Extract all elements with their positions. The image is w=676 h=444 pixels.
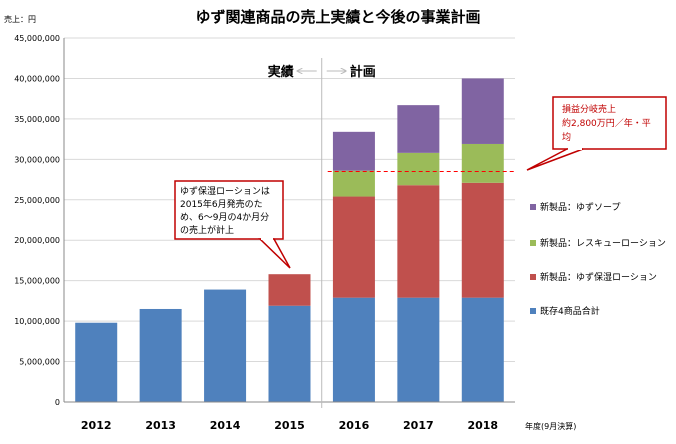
y-tick-label: 15,000,000 xyxy=(14,277,60,286)
bar-2018-series-1 xyxy=(461,182,504,298)
chart-title: ゆず関連商品の売上実績と今後の事業計画 xyxy=(195,8,480,26)
annotation-2015-line-1: ゆず保湿ローションは xyxy=(180,185,270,197)
annotation-2015-line-2: 2015年6月発売のた xyxy=(180,198,263,210)
bar-2016-series-0 xyxy=(332,297,375,402)
bar-2016-series-1 xyxy=(332,196,375,298)
bar-2018-series-0 xyxy=(461,297,504,402)
x-tick-labels: 2012 2013 2014 2015 2016 2017 2018 xyxy=(81,419,498,432)
annotation-2015-line-4: の売上が計上 xyxy=(180,224,234,236)
bar-2015-series-0 xyxy=(268,305,311,402)
legend-swatch-1 xyxy=(530,274,536,280)
y-tick-label: 5,000,000 xyxy=(19,358,60,367)
legend-swatch-2 xyxy=(530,240,536,246)
x-tick-label: 2018 xyxy=(467,419,498,432)
bar-2018-series-2 xyxy=(461,143,504,183)
bar-2013-series-0 xyxy=(139,308,182,402)
annotation-2015-callout: ゆず保湿ローションは 2015年6月発売のた め、6～9月の4か月分 の売上が計… xyxy=(174,180,291,269)
bar-2016-series-2 xyxy=(332,170,375,197)
breakeven-callout: 損益分岐売上 約2,800万円／年・平 均 xyxy=(526,96,667,171)
breakeven-label-line-2: 約2,800万円／年・平 xyxy=(562,117,651,129)
bar-2015-series-1 xyxy=(268,274,311,306)
bar-2017-series-2 xyxy=(397,152,440,186)
bar-2017-series-0 xyxy=(397,297,440,402)
x-tick-label: 2016 xyxy=(339,419,370,432)
x-tick-label: 2017 xyxy=(403,419,434,432)
y-tick-label: 30,000,000 xyxy=(14,155,60,164)
x-tick-label: 2013 xyxy=(145,419,176,432)
bar-2017-series-1 xyxy=(397,185,440,298)
breakeven-label-line-1: 損益分岐売上 xyxy=(562,103,616,115)
legend-swatch-0 xyxy=(530,308,536,314)
bar-2016-series-3 xyxy=(332,131,375,171)
y-axis-label: 売上：円 xyxy=(4,14,36,24)
gridlines xyxy=(64,37,515,363)
x-tick-label: 2015 xyxy=(274,419,305,432)
y-tick-label: 25,000,000 xyxy=(14,196,60,205)
legend-label-3: 新製品：ゆずソープ xyxy=(540,201,620,213)
y-tick-label: 40,000,000 xyxy=(14,74,60,83)
legend-label-1: 新製品：ゆず保湿ローション xyxy=(540,271,657,283)
y-tick-label: 20,000,000 xyxy=(14,236,60,245)
legend-label-0: 既存4商品合計 xyxy=(540,305,600,317)
annotation-2015-line-3: め、6～9月の4か月分 xyxy=(180,212,269,223)
y-tick-label: 45,000,000 xyxy=(14,34,60,43)
phase-label-plan: 計画 xyxy=(350,64,376,80)
y-tick-labels: 0 5,000,000 10,000,000 15,000,000 20,000,000… xyxy=(14,34,60,407)
x-axis-label: 年度(9月決算) xyxy=(525,421,576,431)
y-tick-label: 10,000,000 xyxy=(14,317,60,326)
bars xyxy=(75,78,504,402)
bar-2017-series-3 xyxy=(397,105,440,153)
legend: 新製品：ゆずソープ新製品：レスキューローション新製品：ゆず保湿ローション既存4商… xyxy=(530,201,666,317)
bar-2018-series-3 xyxy=(461,78,504,144)
y-tick-label: 0 xyxy=(55,398,60,407)
legend-label-2: 新製品：レスキューローション xyxy=(540,237,666,249)
breakeven-label-line-3: 均 xyxy=(562,131,571,143)
phase-label-actual: 実績 xyxy=(268,64,294,80)
legend-swatch-3 xyxy=(530,204,536,210)
bar-2014-series-0 xyxy=(204,289,247,402)
y-tick-label: 35,000,000 xyxy=(14,115,60,124)
bar-2012-series-0 xyxy=(75,322,118,402)
x-tick-label: 2012 xyxy=(81,419,112,432)
x-tick-label: 2014 xyxy=(210,419,241,432)
